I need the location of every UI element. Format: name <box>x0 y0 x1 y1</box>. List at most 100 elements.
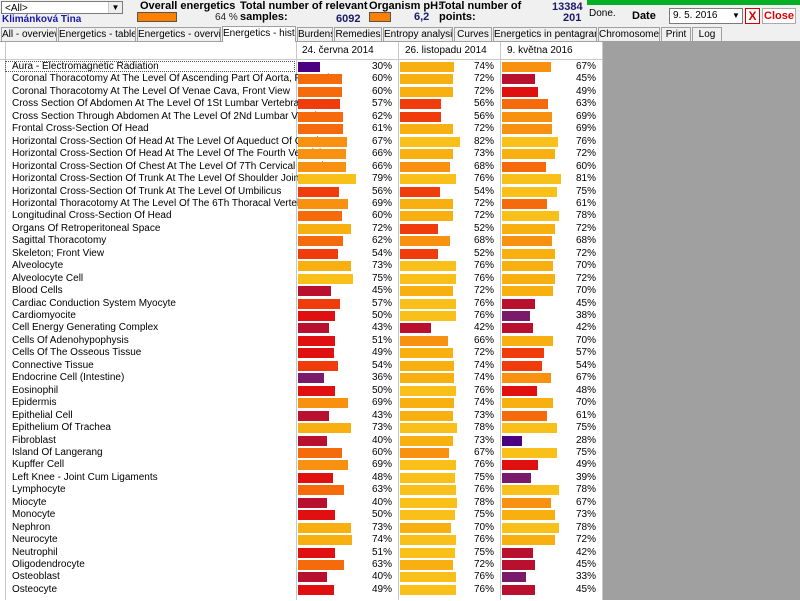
row-label: Cells Of Adenohypophysis <box>12 334 129 346</box>
table-row[interactable]: Coronal Thoracotomy At The Level Of Vena… <box>0 86 603 98</box>
table-row[interactable]: Left Knee - Joint Cum Ligaments 48% 75% 39% <box>0 472 603 484</box>
table-row[interactable]: Cell Energy Generating Complex 43% 42% 42% <box>0 322 603 334</box>
table-row[interactable]: Horizontal Cross-Section Of Head At The … <box>0 136 603 148</box>
table-row[interactable]: Lymphocyte 63% 76% 78% <box>0 484 603 496</box>
table-row[interactable]: Alveolocyte Cell 75% 76% 72% <box>0 273 603 285</box>
table-row[interactable]: Sagittal Thoracotomy 62% 68% 68% <box>0 235 603 247</box>
table-row[interactable]: Neurocyte 74% 76% 72% <box>0 534 603 546</box>
energy-percent: 33% <box>575 571 596 583</box>
table-row[interactable]: Neutrophil 51% 75% 42% <box>0 547 603 559</box>
table-row[interactable]: Oligodendrocyte 63% 72% 45% <box>0 559 603 571</box>
table-row[interactable]: Island Of Langerang 60% 67% 75% <box>0 447 603 459</box>
energy-bar <box>502 323 533 334</box>
energy-bar <box>400 460 456 471</box>
tab-energetics-in-pentagram[interactable]: Energetics in pentagram <box>493 27 597 41</box>
energy-percent: 68% <box>473 160 494 172</box>
table-row[interactable]: Epithelial Cell 43% 73% 61% <box>0 410 603 422</box>
tab-print[interactable]: Print <box>661 27 691 41</box>
table-row[interactable]: Nephron 73% 70% 78% <box>0 522 603 534</box>
table-row[interactable]: Horizontal Cross-Section Of Head At The … <box>0 148 603 160</box>
chevron-down-icon[interactable]: ▼ <box>108 2 122 13</box>
tab-energetics-table[interactable]: Energetics - table <box>58 27 136 41</box>
energy-percent: 72% <box>575 247 596 259</box>
table-row[interactable]: Epithelium Of Trachea 73% 78% 75% <box>0 422 603 434</box>
table-row[interactable]: Horizontal Cross-Section Of Chest At The… <box>0 161 603 173</box>
energy-bar <box>502 385 537 396</box>
tab-entropy-analysis[interactable]: Entropy analysis <box>383 27 453 41</box>
energy-bar <box>298 435 327 446</box>
table-row[interactable]: Cross Section Through Abdomen At The Lev… <box>0 111 603 123</box>
table-row[interactable]: Miocyte 40% 78% 67% <box>0 497 603 509</box>
table-row[interactable]: Cells Of Adenohypophysis 51% 66% 70% <box>0 335 603 347</box>
row-label: Horizontal Cross-Section Of Trunk At The… <box>12 185 282 197</box>
table-row[interactable]: Horizontal Cross-Section Of Trunk At The… <box>0 173 603 185</box>
vertical-scrollbar[interactable] <box>786 42 800 600</box>
tab-remedies[interactable]: Remedies <box>334 27 382 41</box>
table-row[interactable]: Osteocyte 49% 76% 45% <box>0 584 603 596</box>
energy-bar <box>502 373 551 384</box>
table-row[interactable]: Epidermis 69% 74% 70% <box>0 397 603 409</box>
tab-all-overview[interactable]: All - overview <box>1 27 57 41</box>
table-row[interactable]: Cells Of The Osseous Tissue 49% 72% 57% <box>0 347 603 359</box>
table-row[interactable]: Horizontal Cross-Section Of Trunk At The… <box>0 186 603 198</box>
table-row[interactable]: Kupffer Cell 69% 76% 49% <box>0 459 603 471</box>
energy-bar <box>502 174 561 185</box>
energy-bar <box>298 472 333 483</box>
table-row[interactable]: Blood Cells 45% 72% 70% <box>0 285 603 297</box>
energy-percent: 70% <box>575 285 596 297</box>
table-row[interactable]: Cross Section Of Abdomen At The Level Of… <box>0 98 603 110</box>
points-value-2: 201 <box>563 12 582 24</box>
energy-bar <box>298 572 327 583</box>
row-label: Cardiomyocite <box>12 310 76 321</box>
energy-bar <box>502 136 558 147</box>
table-row[interactable]: Aura - Electromagnetic Radiation 30% 74% 67… <box>0 61 603 73</box>
energy-bar <box>400 385 456 396</box>
table-row[interactable]: Osteoblast 40% 76% 33% <box>0 571 603 583</box>
energy-bar <box>502 423 557 434</box>
tab-burdens[interactable]: Burdens <box>297 27 333 41</box>
energy-bar <box>502 547 533 558</box>
energy-bar <box>298 535 352 546</box>
row-label: Lymphocyte <box>12 484 66 496</box>
calendar-dropdown-icon[interactable]: ▼ <box>732 11 740 20</box>
table-row[interactable]: Longitudinal Cross-Section Of Head 60% 72%… <box>0 210 603 222</box>
tab-curves[interactable]: Curves <box>454 27 492 41</box>
energy-bar <box>298 410 329 421</box>
tab-log[interactable]: Log <box>692 27 722 41</box>
energy-percent: 76% <box>473 173 494 185</box>
energy-percent: 50% <box>371 384 392 396</box>
table-row[interactable]: Skeleton; Front View 54% 52% 72% <box>0 248 603 260</box>
table-row[interactable]: Alveolocyte 73% 76% 70% <box>0 260 603 272</box>
table-row[interactable]: Eosinophil 50% 76% 48% <box>0 385 603 397</box>
energy-percent: 54% <box>575 359 596 371</box>
row-label: Cross Section Through Abdomen At The Lev… <box>12 110 330 122</box>
energy-percent: 76% <box>473 484 494 496</box>
table-row[interactable]: Horizontal Thoracotomy At The Level Of T… <box>0 198 603 210</box>
table-row[interactable]: Monocyte 50% 75% 73% <box>0 509 603 521</box>
energy-percent: 75% <box>575 446 596 458</box>
energy-percent: 72% <box>575 272 596 284</box>
row-label: Skeleton; Front View <box>12 247 105 259</box>
table-row[interactable]: Endocrine Cell (Intestine) 36% 74% 67% <box>0 372 603 384</box>
energy-bar <box>298 149 346 160</box>
date-picker[interactable]: 9. 5. 2016 ▼ <box>669 8 743 24</box>
clear-button[interactable]: X <box>745 8 760 24</box>
table-row[interactable]: Cardiac Conduction System Myocyte 57% 76% 4… <box>0 298 603 310</box>
close-button[interactable]: Close <box>762 8 796 24</box>
table-row[interactable]: Fibroblast 40% 73% 28% <box>0 435 603 447</box>
table-row[interactable]: Frontal Cross-Section Of Head 61% 72% 69% <box>0 123 603 135</box>
energy-bar <box>502 572 526 583</box>
filter-dropdown[interactable]: <All> ▼ <box>1 1 123 14</box>
table-row[interactable]: Connective Tissue 54% 74% 54% <box>0 360 603 372</box>
table-row[interactable]: Coronal Thoracotomy At The Level Of Asce… <box>0 73 603 85</box>
tab-chromosomes[interactable]: Chromosomes <box>598 27 660 41</box>
energy-bar <box>502 273 555 284</box>
overall-value: 64 % <box>215 12 238 23</box>
energy-percent: 54% <box>473 185 494 197</box>
tab-energetics-history[interactable]: Energetics - history <box>222 26 296 42</box>
tab-energetics-overview[interactable]: Energetics - overview <box>137 27 221 41</box>
table-row[interactable]: Organs Of Retroperitoneal Space 72% 52% 72% <box>0 223 603 235</box>
energy-bar <box>400 86 453 97</box>
table-row[interactable]: Cardiomyocite 50% 76% 38% <box>0 310 603 322</box>
energy-bar <box>400 99 441 110</box>
